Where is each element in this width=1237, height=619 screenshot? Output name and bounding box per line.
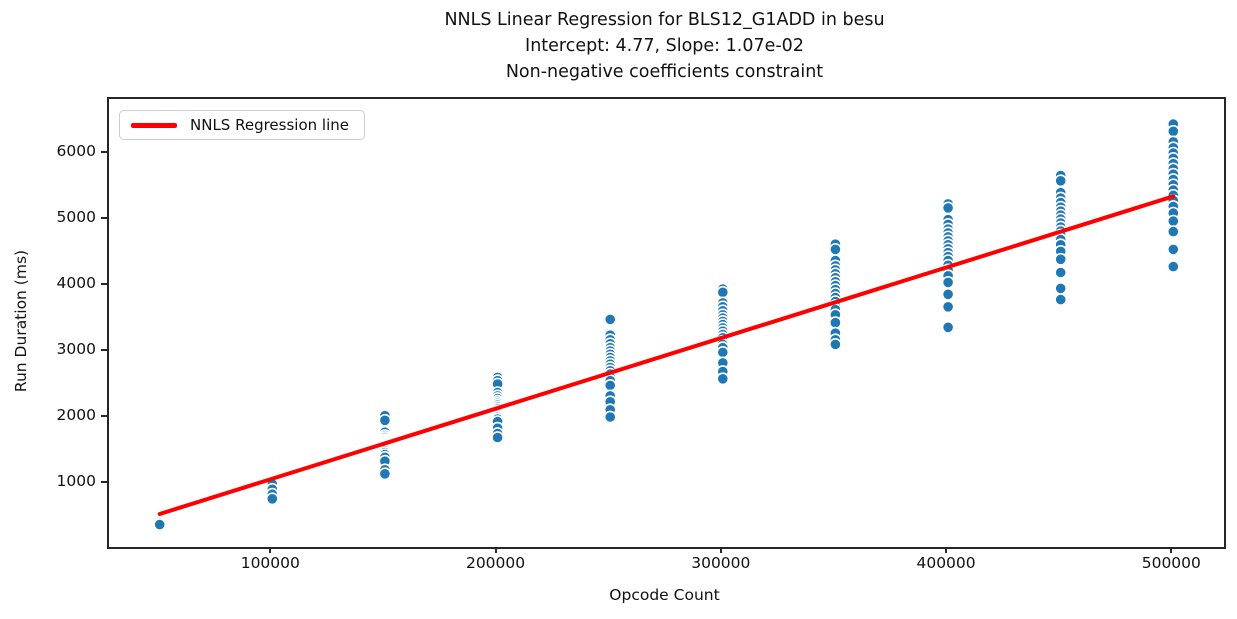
- y-tick-mark: [101, 414, 107, 417]
- y-tick-label: 3000: [56, 339, 96, 358]
- data-point: [603, 410, 617, 424]
- x-tick-mark: [269, 547, 272, 553]
- data-point: [603, 378, 617, 392]
- data-point: [829, 316, 842, 330]
- y-tick-mark: [101, 348, 107, 351]
- y-tick-label: 1000: [56, 471, 96, 490]
- data-point: [378, 467, 392, 481]
- y-tick-label: 2000: [56, 405, 96, 424]
- y-axis-label: Run Duration (ms): [12, 249, 30, 393]
- data-point: [1166, 124, 1180, 138]
- data-point: [716, 285, 730, 299]
- legend: NNLS Regression line: [119, 110, 365, 140]
- legend-regression-line-swatch: [131, 122, 177, 128]
- x-tick-label: 100000: [240, 554, 300, 572]
- y-tick-label: 5000: [56, 207, 96, 226]
- data-point: [1054, 266, 1068, 279]
- x-tick-mark: [494, 547, 497, 553]
- data-point: [1054, 293, 1068, 306]
- data-point: [1054, 252, 1068, 266]
- x-tick-mark: [719, 547, 722, 553]
- x-tick-label: 200000: [465, 554, 526, 572]
- x-tick-mark: [1170, 547, 1173, 553]
- x-tick-label: 500000: [1141, 554, 1201, 572]
- y-tick-mark: [101, 216, 107, 219]
- data-point: [829, 337, 842, 351]
- y-tick-label: 6000: [56, 141, 96, 160]
- data-point: [1166, 260, 1180, 273]
- data-point: [603, 312, 617, 326]
- data-point: [265, 492, 279, 506]
- data-point: [829, 242, 842, 256]
- data-point: [1166, 225, 1180, 239]
- x-tick-label: 400000: [916, 554, 976, 572]
- scatter-plot-canvas: [153, 117, 1180, 531]
- x-tick-mark: [945, 547, 948, 553]
- y-tick-label: 4000: [56, 273, 96, 292]
- data-point: [1166, 242, 1180, 256]
- y-tick-mark: [101, 282, 107, 285]
- regression-line: [157, 194, 1176, 516]
- data-point: [1054, 174, 1068, 188]
- data-point: [941, 300, 955, 314]
- chart-title: NNLS Linear Regression for BLS12_G1ADD i…: [107, 7, 1222, 85]
- chart-title-line-2: Intercept: 4.77, Slope: 1.07e-02: [525, 36, 804, 56]
- data-point: [941, 275, 955, 289]
- chart-title-line-3: Non-negative coefficients constraint: [505, 62, 824, 82]
- y-tick-mark: [101, 480, 107, 483]
- x-tick-label: 300000: [691, 554, 751, 572]
- plot-area: NNLS Regression line: [107, 97, 1226, 549]
- data-point: [378, 413, 392, 427]
- data-point: [1054, 281, 1068, 295]
- x-axis-label: Opcode Count: [609, 586, 720, 604]
- data-point: [491, 431, 504, 444]
- legend-label: NNLS Regression line: [190, 116, 349, 134]
- data-point: [1166, 214, 1180, 228]
- data-point: [716, 372, 730, 386]
- data-point: [941, 320, 955, 334]
- data-point: [716, 345, 730, 359]
- data-point: [153, 518, 167, 531]
- data-point: [941, 201, 955, 215]
- chart-title-line-1: NNLS Linear Regression for BLS12_G1ADD i…: [444, 10, 885, 30]
- data-point: [941, 287, 955, 301]
- y-tick-mark: [101, 150, 107, 153]
